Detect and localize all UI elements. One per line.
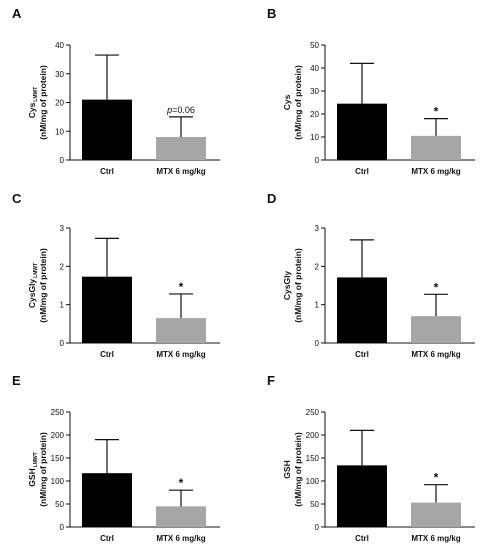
panel-c: C 0 1 2 3 CysGlyLMWT (nM/mg of protein) Ctrl MTX… — [12, 191, 220, 359]
bar-mtx — [411, 316, 461, 343]
y-tick-label: 20 — [55, 99, 64, 108]
y-axis-label-main: CysGly — [282, 271, 292, 301]
y-axis-label: CysLMWT — [27, 87, 39, 119]
y-tick-label: 0 — [315, 156, 320, 165]
y-tick-label: 150 — [306, 454, 320, 463]
significance-star: * — [434, 280, 439, 294]
panel-letter: B — [267, 6, 276, 21]
y-tick-label: 2 — [60, 262, 65, 271]
category-label: Ctrl — [100, 167, 114, 176]
category-label: MTX 6 mg/kg — [411, 350, 460, 359]
bar-mtx — [156, 318, 206, 343]
y-tick-label: 2 — [315, 262, 320, 271]
category-label: Ctrl — [355, 534, 369, 543]
category-label: MTX 6 mg/kg — [411, 167, 460, 176]
y-tick-label: 40 — [310, 64, 319, 73]
y-axis-unit-label: (nM/mg of protein) — [38, 432, 48, 507]
y-tick-label: 50 — [310, 41, 319, 50]
y-tick-label: 0 — [60, 523, 65, 532]
significance-star: * — [179, 280, 184, 294]
panel-f: F 0 50 100 150 200 250 GSH (nM/mg of protein) Ctr… — [267, 373, 475, 543]
bar-ctrl — [82, 276, 132, 343]
panel-e: E 0 50 100 150 200 250 GSHLMWT (nM/mg of protein… — [12, 373, 220, 543]
y-tick-label: 50 — [55, 500, 64, 509]
y-axis-label-main: CysGly — [27, 279, 37, 309]
panel-letter: F — [267, 373, 275, 388]
p-symbol: p — [166, 105, 172, 115]
significance-star: * — [434, 105, 439, 119]
p-value-annotation: p=0.06 — [166, 105, 195, 115]
panel-letter: C — [12, 191, 22, 206]
y-tick-label: 250 — [306, 408, 320, 417]
y-axis-label-main: GSH — [27, 468, 37, 486]
y-axis-unit-label: (nM/mg of protein) — [38, 248, 48, 323]
y-axis-unit-label: (nM/mg of protein) — [293, 65, 303, 140]
category-label: MTX 6 mg/kg — [156, 167, 205, 176]
category-label: Ctrl — [355, 167, 369, 176]
bar-ctrl — [337, 465, 387, 527]
y-tick-label: 100 — [306, 477, 320, 486]
y-axis-label: GSH — [282, 460, 292, 478]
bar-ctrl — [337, 277, 387, 343]
bar-ctrl — [82, 473, 132, 527]
panel-letter: D — [267, 191, 276, 206]
y-axis-label: CysGlyLMWT — [27, 263, 39, 308]
panel-letter: E — [12, 373, 21, 388]
bar-mtx — [411, 135, 461, 160]
y-axis-unit-label: (nM/mg of protein) — [293, 432, 303, 507]
category-label: MTX 6 mg/kg — [411, 534, 460, 543]
bar-mtx — [156, 137, 206, 160]
y-axis-label-main: Cys — [27, 102, 37, 118]
y-tick-label: 30 — [310, 87, 319, 96]
y-axis-label: GSHLMWT — [27, 452, 39, 486]
y-tick-label: 0 — [315, 523, 320, 532]
y-tick-label: 10 — [310, 133, 319, 142]
bar-mtx — [411, 502, 461, 527]
significance-star: * — [179, 476, 184, 490]
y-tick-label: 150 — [51, 454, 65, 463]
y-tick-label: 3 — [60, 224, 65, 233]
y-axis-label-main: GSH — [282, 460, 292, 478]
y-axis-label: CysGly — [282, 271, 292, 301]
panel-b: B 0 10 20 30 40 50 Cys (nM/mg of protein) Ctrl MTX… — [267, 6, 475, 176]
y-tick-label: 30 — [55, 70, 64, 79]
y-axis-label-sub: LMWT — [33, 87, 39, 102]
y-tick-label: 100 — [51, 477, 65, 486]
significance-star: * — [434, 471, 439, 485]
y-tick-label: 40 — [55, 41, 64, 50]
y-tick-label: 10 — [55, 127, 64, 136]
y-axis-label-main: Cys — [282, 94, 292, 110]
y-tick-label: 200 — [306, 431, 320, 440]
p-value: =0.06 — [172, 105, 195, 115]
y-axis-unit-label: (nM/mg of protein) — [293, 248, 303, 323]
category-label: Ctrl — [100, 350, 114, 359]
y-tick-label: 0 — [60, 156, 65, 165]
y-tick-label: 20 — [310, 110, 319, 119]
panel-a: A 0 10 20 30 40 CysLMWT (nM/mg of protein) Ctrl M… — [12, 6, 220, 176]
panel-d: D 0 1 2 3 CysGly (nM/mg of protein) Ctrl MTX 6 m… — [267, 191, 475, 359]
category-label: Ctrl — [355, 350, 369, 359]
panel-letter: A — [12, 6, 22, 21]
y-tick-label: 1 — [315, 301, 320, 310]
y-tick-label: 0 — [315, 339, 320, 348]
bar-mtx — [156, 506, 206, 527]
y-tick-label: 0 — [60, 339, 65, 348]
category-label: Ctrl — [100, 534, 114, 543]
y-tick-label: 250 — [51, 408, 65, 417]
category-label: MTX 6 mg/kg — [156, 350, 205, 359]
y-tick-label: 200 — [51, 431, 65, 440]
bar-ctrl — [82, 99, 132, 160]
y-axis-label-sub: LMWT — [33, 263, 39, 278]
category-label: MTX 6 mg/kg — [156, 534, 205, 543]
y-tick-label: 50 — [310, 500, 319, 509]
y-axis-label: Cys — [282, 94, 292, 110]
y-tick-label: 1 — [60, 301, 65, 310]
y-axis-label-sub: LMWT — [33, 452, 39, 467]
y-axis-unit-label: (nM/mg of protein) — [38, 65, 48, 140]
y-tick-label: 3 — [315, 224, 320, 233]
bar-ctrl — [337, 103, 387, 160]
